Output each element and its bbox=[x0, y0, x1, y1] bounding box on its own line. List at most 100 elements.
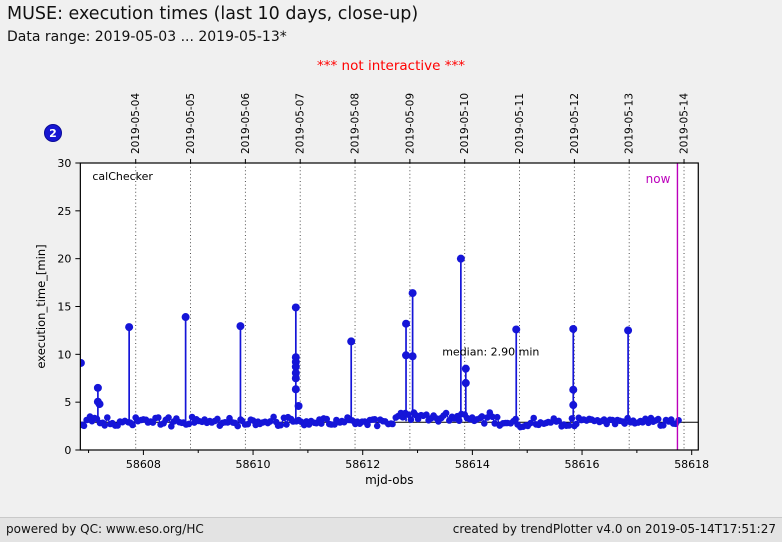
y-axis-label: execution_time_[min] bbox=[34, 244, 48, 368]
y-tick-label: 10 bbox=[57, 348, 71, 361]
x-tick-label: 58610 bbox=[236, 458, 271, 471]
data-point bbox=[654, 415, 662, 423]
date-tick-label: 2019-05-06 bbox=[240, 93, 252, 154]
median-annotation: median: 2.90 min bbox=[442, 345, 539, 358]
data-point bbox=[214, 415, 221, 423]
page-title: MUSE: execution times (last 10 days, clo… bbox=[7, 4, 419, 24]
plot-background bbox=[80, 162, 699, 450]
date-tick-label: 2019-05-14 bbox=[679, 93, 691, 154]
data-point bbox=[481, 420, 488, 427]
date-tick-label: 2019-05-04 bbox=[130, 93, 142, 154]
data-point bbox=[323, 415, 331, 423]
execution-times-plot: 2019-05-04 2019-05-05 2019-05-06 2019-05-07… bbox=[34, 93, 709, 487]
spike-point bbox=[624, 326, 633, 335]
spike-point bbox=[402, 351, 411, 360]
spike-point bbox=[347, 337, 356, 346]
data-point bbox=[270, 413, 277, 421]
spike-point bbox=[291, 303, 300, 312]
x-axis-label: mjd-obs bbox=[365, 473, 413, 487]
data-point bbox=[95, 400, 104, 409]
x-tick-label: 58612 bbox=[345, 458, 380, 471]
date-gridlines: 2019-05-04 2019-05-05 2019-05-06 2019-05-07… bbox=[130, 93, 691, 450]
spike-point bbox=[93, 383, 102, 392]
date-tick-label: 2019-05-05 bbox=[185, 93, 197, 154]
data-point bbox=[621, 420, 628, 427]
data-point bbox=[101, 422, 108, 429]
data-point bbox=[478, 413, 486, 420]
plot-number-badge[interactable]: 2 bbox=[44, 124, 62, 142]
spike-point bbox=[236, 322, 245, 331]
data-point bbox=[80, 358, 85, 367]
caltype-label: calChecker bbox=[92, 170, 153, 183]
data-point bbox=[104, 414, 111, 421]
data-point bbox=[555, 417, 562, 425]
data-point bbox=[283, 421, 290, 428]
axes: 58608 58610 58612 58614 58616 58618 0 5 10 15 20 25… bbox=[57, 157, 709, 471]
data-point bbox=[568, 415, 576, 422]
date-tick-label: 2019-05-10 bbox=[459, 93, 471, 154]
spike-point bbox=[569, 324, 578, 333]
spike-point bbox=[456, 254, 465, 263]
data-point bbox=[373, 422, 381, 430]
data-point bbox=[294, 401, 303, 410]
not-interactive-warning: *** not interactive *** bbox=[317, 58, 465, 74]
y-tick-label: 5 bbox=[64, 396, 71, 409]
date-tick-label: 2019-05-08 bbox=[350, 93, 362, 154]
data-point bbox=[185, 420, 193, 428]
footer-bar: powered by QC: www.eso.org/HC created by… bbox=[0, 517, 782, 542]
data-point bbox=[277, 421, 285, 429]
date-tick-label: 2019-05-09 bbox=[404, 93, 416, 154]
data-point bbox=[266, 418, 274, 425]
footer-created-by: created by trendPlotter v4.0 on 2019-05-… bbox=[452, 522, 776, 536]
spike-point bbox=[461, 379, 470, 388]
spike-point bbox=[461, 364, 470, 373]
footer-powered-by: powered by QC: www.eso.org/HC bbox=[6, 522, 204, 536]
data-point bbox=[530, 414, 537, 422]
date-tick-label: 2019-05-12 bbox=[569, 93, 581, 154]
chart: 2019-05-04 2019-05-05 2019-05-06 2019-05-07… bbox=[0, 75, 782, 500]
spike-point bbox=[512, 325, 521, 334]
spike-point bbox=[408, 289, 417, 298]
x-tick-label: 58618 bbox=[674, 458, 709, 471]
data-point bbox=[527, 419, 534, 427]
data-range-subtitle: Data range: 2019-05-03 ... 2019-05-13* bbox=[7, 29, 287, 45]
plot-area bbox=[80, 162, 699, 450]
data-point bbox=[155, 414, 162, 421]
data-point bbox=[165, 414, 172, 421]
data-point bbox=[675, 417, 682, 424]
data-point bbox=[389, 420, 396, 428]
data-point bbox=[493, 413, 501, 421]
data-point bbox=[318, 420, 325, 427]
now-label: now bbox=[646, 172, 671, 186]
spike-point bbox=[569, 385, 578, 394]
data-point bbox=[371, 416, 379, 423]
data-series bbox=[80, 254, 682, 431]
date-tick-label: 2019-05-13 bbox=[624, 93, 636, 154]
data-point bbox=[234, 422, 241, 430]
data-point bbox=[660, 422, 667, 429]
data-point bbox=[573, 420, 580, 428]
y-tick-label: 25 bbox=[57, 205, 71, 218]
data-point bbox=[80, 422, 88, 430]
y-tick-label: 0 bbox=[64, 444, 71, 457]
date-tick-label: 2019-05-07 bbox=[295, 93, 307, 154]
spike-point bbox=[569, 401, 578, 410]
y-tick-label: 15 bbox=[57, 300, 71, 313]
x-tick-label: 58616 bbox=[565, 458, 600, 471]
x-tick-label: 58614 bbox=[455, 458, 490, 471]
data-point bbox=[491, 420, 499, 427]
y-tick-label: 20 bbox=[57, 253, 71, 266]
date-tick-label: 2019-05-11 bbox=[514, 93, 526, 154]
data-point bbox=[483, 414, 491, 421]
spike-point bbox=[291, 374, 300, 383]
spike-point bbox=[408, 352, 417, 361]
spike-point bbox=[125, 323, 134, 332]
data-point bbox=[129, 421, 136, 429]
x-tick-label: 58608 bbox=[126, 458, 161, 471]
spike-point bbox=[181, 313, 190, 322]
data-point bbox=[340, 418, 348, 426]
data-point bbox=[565, 422, 573, 429]
data-point bbox=[442, 409, 450, 417]
spike-point bbox=[291, 362, 300, 371]
spike-point bbox=[291, 385, 300, 394]
